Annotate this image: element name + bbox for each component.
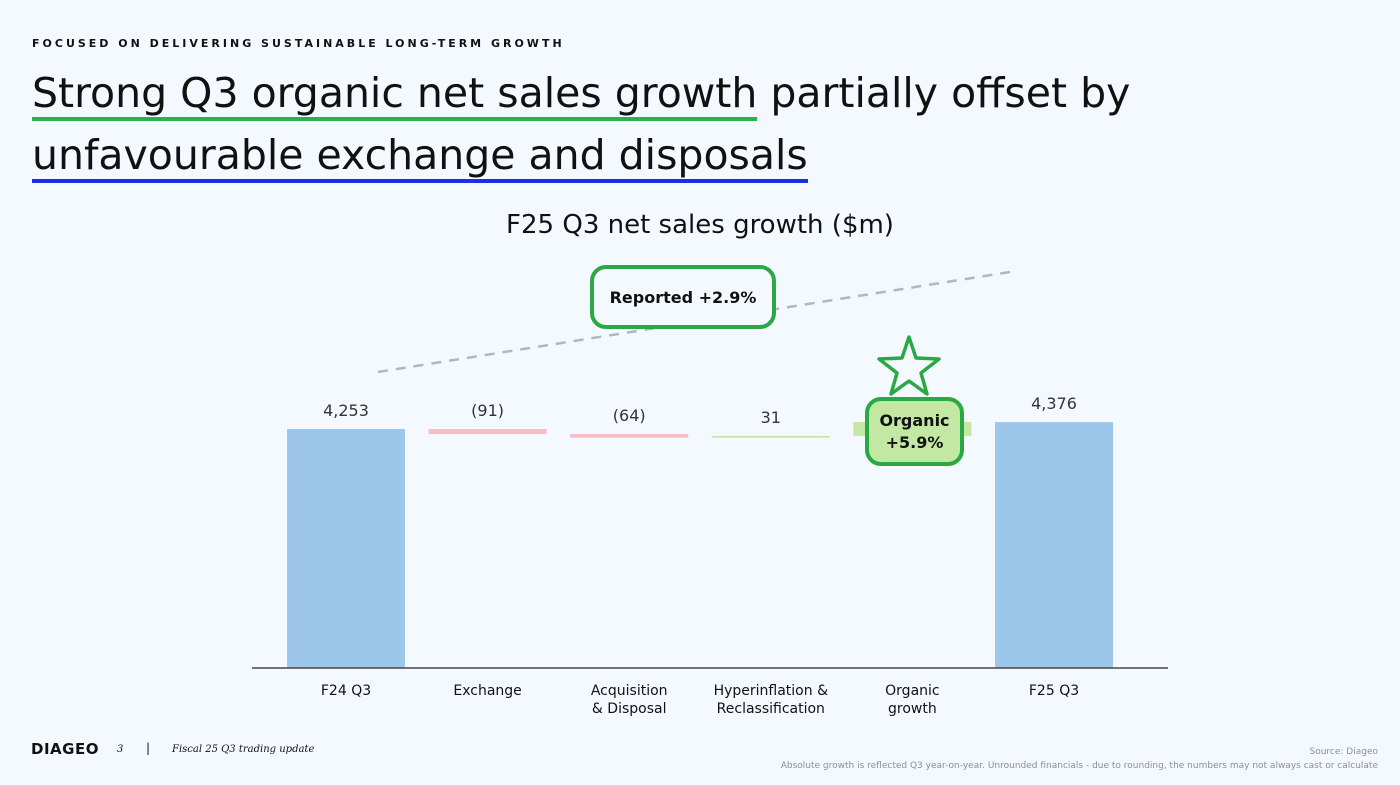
headline-blue-underlined: unfavourable exchange and disposals (32, 131, 808, 183)
headline-green-underlined: Strong Q3 organic net sales growth (32, 69, 758, 121)
category-label-3-line-0: Hyperinflation & (714, 683, 828, 699)
category-label-2-line-1: & Disposal (592, 701, 667, 717)
organic-callout-line-1: Organic (879, 410, 950, 430)
headline-line-2: unfavourable exchange and disposals (32, 131, 808, 183)
value-label-2: (64) (613, 406, 646, 425)
bar-1 (428, 428, 547, 435)
category-label-4-line-0: Organic (885, 683, 939, 699)
chart-title: F25 Q3 net sales growth ($m) (506, 210, 894, 240)
source-note: Source: Diageo (1309, 747, 1378, 757)
kicker-text: FOCUSED ON DELIVERING SUSTAINABLE LONG-T… (32, 37, 565, 50)
bar-2 (570, 434, 689, 438)
category-labels-group: F24 Q3 Exchange Acquisition & Disposal Hyper… (321, 683, 1079, 717)
category-label-0-line-0: F24 Q3 (321, 683, 371, 699)
document-title: Fiscal 25 Q3 trading update (172, 744, 315, 755)
reported-growth-callout: Reported +2.9% (590, 265, 776, 329)
organic-callout-line-2: +5.9% (885, 432, 944, 452)
bar-5 (995, 422, 1113, 668)
page-number: 3 (117, 744, 124, 755)
star-icon (877, 335, 941, 396)
value-label-1: (91) (471, 401, 504, 420)
category-label-2-line-0: Acquisition (591, 683, 668, 699)
footer-separator: | (146, 741, 151, 755)
organic-growth-callout: Organic +5.9% (865, 397, 964, 466)
category-label-1-line-0: Exchange (453, 683, 521, 699)
footnote: Absolute growth is reflected Q3 year-on-… (780, 761, 1378, 771)
value-label-3: 31 (761, 408, 781, 427)
category-label-3-line-1: Reclassification (717, 701, 825, 717)
bar-0 (287, 428, 405, 668)
category-label-4-line-1: growth (888, 701, 937, 717)
headline-rest: partially offset by (757, 69, 1131, 117)
headline-line-1: Strong Q3 organic net sales growth parti… (32, 69, 1131, 121)
value-label-5: 4,376 (1031, 394, 1077, 413)
bars-group (287, 422, 1113, 668)
bar-3 (711, 435, 830, 438)
value-label-0: 4,253 (323, 401, 369, 420)
diageo-logo: DIAGEO (31, 740, 99, 758)
category-label-5-line-0: F25 Q3 (1029, 683, 1079, 699)
